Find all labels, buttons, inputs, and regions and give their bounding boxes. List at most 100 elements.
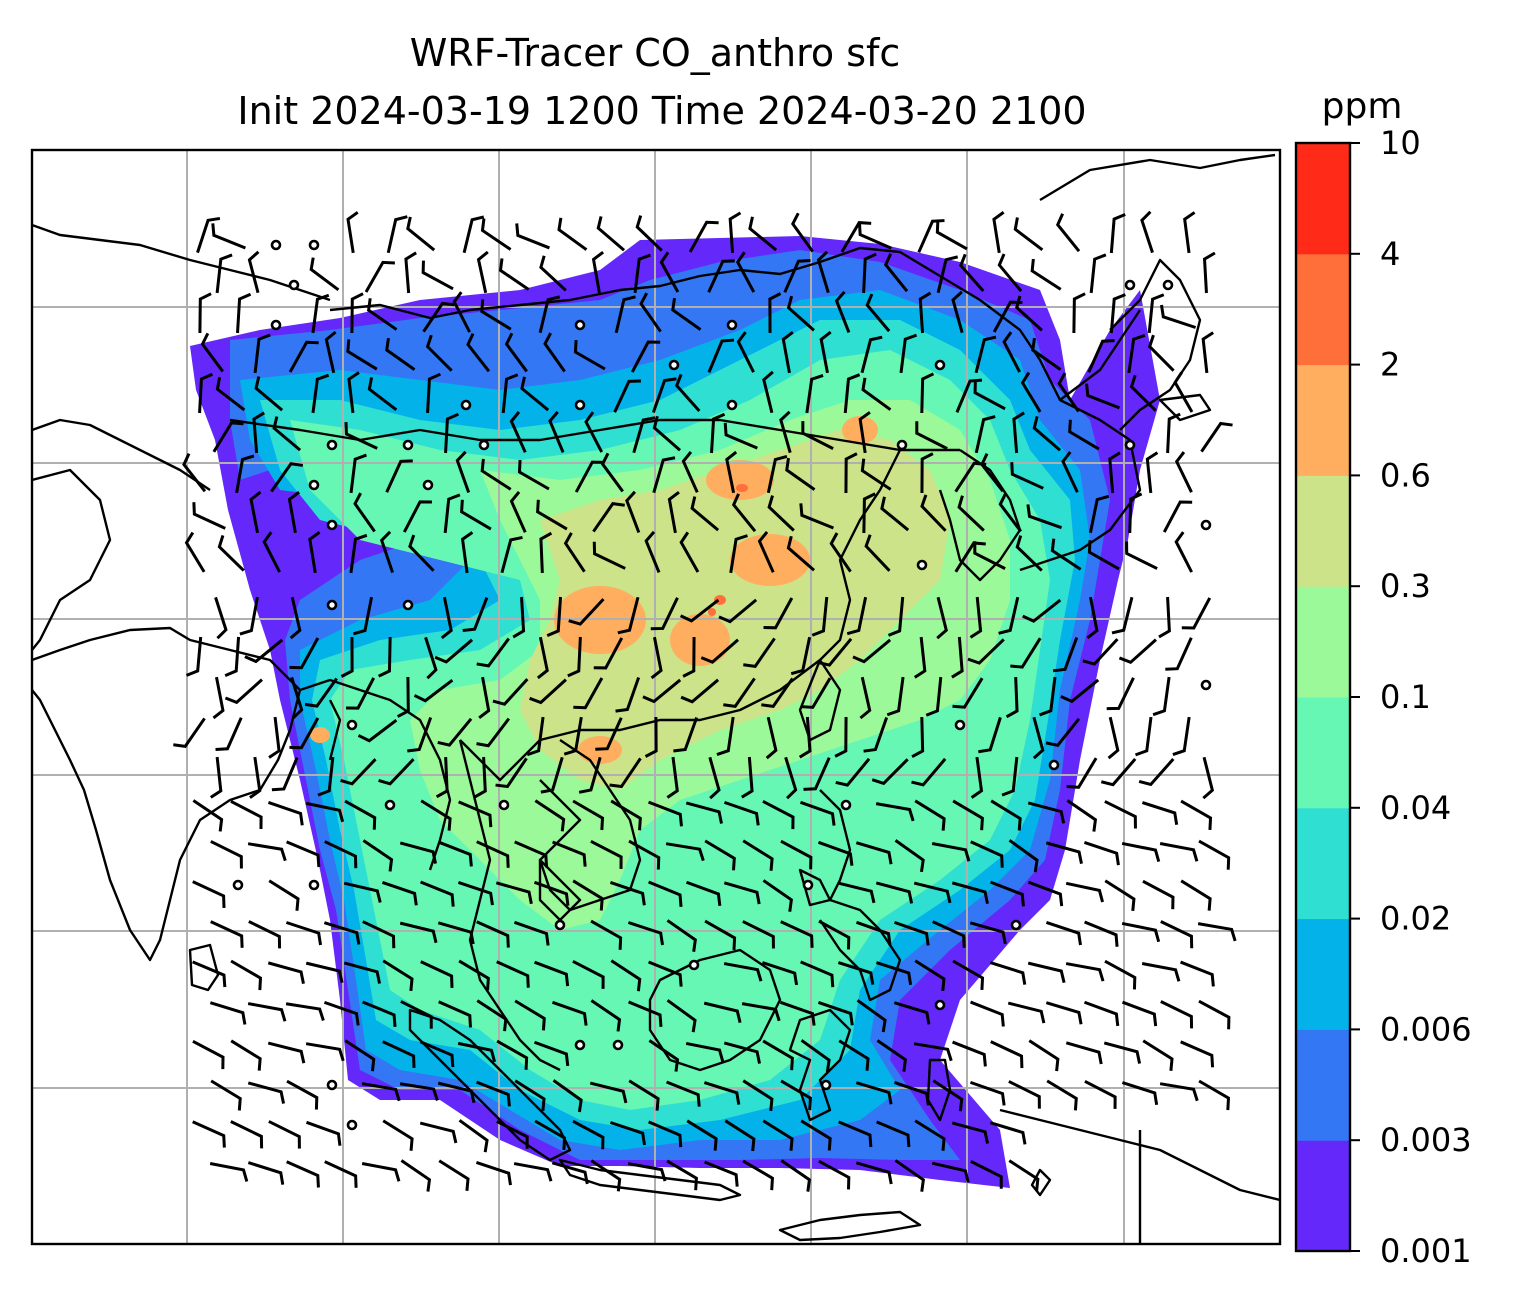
wind-barb (235, 454, 255, 494)
wind-barb (572, 960, 605, 989)
wind-barb (707, 338, 735, 373)
wind-barb (344, 421, 378, 450)
wind-barb (267, 1041, 306, 1064)
wind-barb (704, 839, 736, 871)
wind-barb (628, 1079, 660, 1111)
calm-wind-marker (478, 439, 490, 451)
wind-barb (305, 1042, 345, 1062)
wind-barb (786, 535, 816, 572)
wind-barb (364, 260, 395, 293)
wind-barb (835, 757, 871, 787)
wind-barb (690, 496, 720, 532)
wind-barb (539, 531, 553, 574)
wind-barb (543, 332, 566, 373)
colorbar-swatch (1296, 918, 1350, 1030)
wind-barb (973, 541, 1006, 570)
colorbar-tick-label: 0.6 (1380, 456, 1431, 494)
wind-barb (382, 959, 414, 991)
wind-barb (838, 1120, 873, 1148)
calm-wind-marker (308, 479, 320, 491)
wind-barb (762, 799, 795, 830)
wind-barb (343, 881, 382, 903)
wind-barb (185, 636, 203, 677)
wind-barb (864, 534, 891, 572)
wind-barb (648, 1039, 680, 1072)
wind-barb (1160, 920, 1194, 949)
wind-barb (887, 596, 905, 637)
wind-barb (1065, 962, 1105, 982)
wind-barb (1107, 716, 1120, 760)
wind-barb (970, 1160, 1003, 1189)
wind-barb (834, 290, 851, 333)
wind-barb (1045, 841, 1083, 864)
wind-barb (650, 636, 663, 680)
wind-barb (970, 840, 1004, 868)
wind-barb (1065, 1041, 1103, 1065)
wind-barb (244, 638, 284, 664)
wind-barb (673, 716, 699, 753)
map-frame (30, 148, 1282, 1246)
wind-barb (617, 596, 640, 635)
wind-barb (818, 1159, 851, 1190)
colorbar-tick-label: 0.02 (1380, 900, 1451, 938)
wind-barb (974, 335, 997, 374)
colorbar-tick-label: 0.003 (1380, 1121, 1472, 1159)
wind-barb (1072, 292, 1086, 334)
wind-barb (286, 1160, 320, 1188)
wind-barb (460, 531, 474, 574)
wind-barb (914, 959, 946, 992)
wind-barb (1050, 538, 1082, 571)
map-title-line2: Init 2024-03-19 1200 Time 2024-03-20 210… (237, 89, 1086, 133)
wind-barb (688, 220, 719, 253)
wind-barb (1145, 451, 1159, 494)
wind-barb (1008, 1159, 1040, 1192)
wind-barb (573, 677, 604, 710)
calm-wind-marker (288, 279, 300, 291)
wind-barb (800, 1119, 832, 1151)
wind-barb (444, 412, 459, 454)
wind-barb (474, 756, 487, 799)
wind-barb (529, 678, 567, 705)
wind-barb (305, 1120, 342, 1146)
wind-barb (627, 1162, 667, 1182)
calm-wind-marker (820, 1079, 832, 1091)
wind-barb (742, 1079, 774, 1112)
calm-wind-marker (270, 239, 282, 251)
wind-barb (703, 1001, 742, 1024)
wind-barb (476, 717, 511, 748)
colorbar-swatch (1296, 143, 1350, 255)
map-title-line1: WRF-Tracer CO_anthro sfc (410, 31, 901, 75)
wind-barb (437, 717, 473, 747)
wind-barb (349, 453, 367, 494)
colorbar-tick-label: 4 (1380, 235, 1400, 273)
wind-barb (865, 293, 891, 333)
wind-barb (1089, 253, 1107, 294)
wind-barb (498, 258, 530, 291)
wind-barb (893, 1081, 930, 1106)
calm-wind-marker (1124, 439, 1136, 451)
wind-barb (969, 921, 1007, 945)
wind-barb (875, 881, 914, 904)
wind-barb (679, 531, 700, 573)
calm-wind-marker (232, 879, 244, 891)
wind-barb (1008, 839, 1039, 873)
wind-barb (590, 1159, 622, 1192)
wind-barb (466, 333, 491, 373)
wind-barb (703, 1081, 741, 1105)
wind-barb (539, 255, 567, 292)
wind-barb (346, 211, 359, 254)
wind-barb (1159, 842, 1199, 862)
calm-wind-marker (896, 439, 908, 451)
wind-barb (801, 421, 834, 450)
calm-wind-marker (574, 399, 586, 411)
wind-barb (647, 800, 683, 827)
wind-barb (404, 251, 417, 294)
wind-barb (496, 1039, 529, 1070)
wind-barb (1121, 1000, 1158, 1027)
wind-barb (386, 215, 408, 254)
wind-barb (1128, 492, 1143, 534)
wind-barb (723, 422, 758, 450)
colorbar-swatch (1296, 697, 1350, 809)
wind-barb (936, 596, 948, 640)
wind-barb (1055, 213, 1081, 253)
